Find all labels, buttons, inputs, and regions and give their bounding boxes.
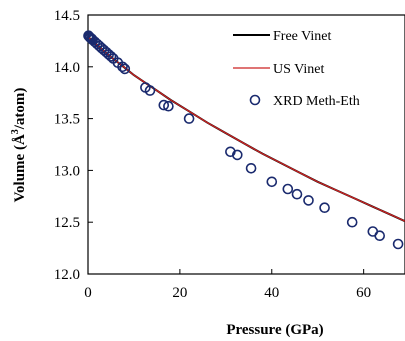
data-point [291, 188, 303, 200]
data-point [183, 113, 195, 124]
data-point [266, 176, 278, 188]
data-point [303, 195, 314, 206]
data-point [158, 99, 170, 111]
data-point [117, 61, 128, 73]
legend-label-xrd: XRD Meth-Eth [273, 94, 360, 109]
legend-label-us-vinet: US Vinet [273, 62, 325, 77]
x-axis-title: Pressure (GPa) [226, 322, 323, 338]
y-axis-ticks: 12.0 12.5 13.0 13.5 14.0 14.5 [54, 8, 93, 283]
data-point [346, 216, 358, 228]
x-tick-label: 20 [172, 285, 187, 301]
y-tick-label: 12.5 [54, 215, 80, 231]
x-tick-label: 0 [84, 285, 92, 301]
data-point [119, 63, 131, 75]
series-lines [87, 36, 405, 223]
data-point [282, 183, 294, 195]
plot-frame [87, 14, 405, 275]
y-tick-label: 13.5 [54, 112, 80, 128]
legend: Free Vinet US Vinet XRD Meth-Eth [233, 29, 360, 109]
series-points [83, 30, 404, 250]
y-tick-label: 13.0 [54, 163, 80, 179]
y-tick-label: 12.0 [54, 267, 80, 283]
y-axis-title: Volume (Å3/atom) [10, 88, 28, 203]
data-point [144, 85, 156, 96]
x-tick-label: 40 [264, 285, 279, 301]
series-line-0 [87, 36, 405, 223]
x-tick-label: 60 [356, 285, 371, 301]
data-point [392, 238, 404, 250]
data-point [374, 230, 386, 241]
series-line-1 [87, 36, 405, 222]
y-tick-label: 14.0 [54, 60, 80, 76]
legend-label-free-vinet: Free Vinet [273, 29, 331, 44]
data-point [245, 163, 257, 174]
data-point [319, 202, 330, 213]
y-axis-title-tail: /atom) [12, 88, 28, 131]
y-axis-title-sup: 3 [10, 129, 21, 134]
data-point [163, 100, 174, 112]
data-point [105, 51, 117, 62]
x-axis-ticks: 0 20 40 60 [84, 269, 371, 301]
data-point [232, 149, 243, 161]
legend-marker-xrd [249, 94, 261, 106]
y-axis-title-main: Volume (Å [12, 134, 28, 202]
y-tick-label: 14.5 [54, 8, 80, 24]
